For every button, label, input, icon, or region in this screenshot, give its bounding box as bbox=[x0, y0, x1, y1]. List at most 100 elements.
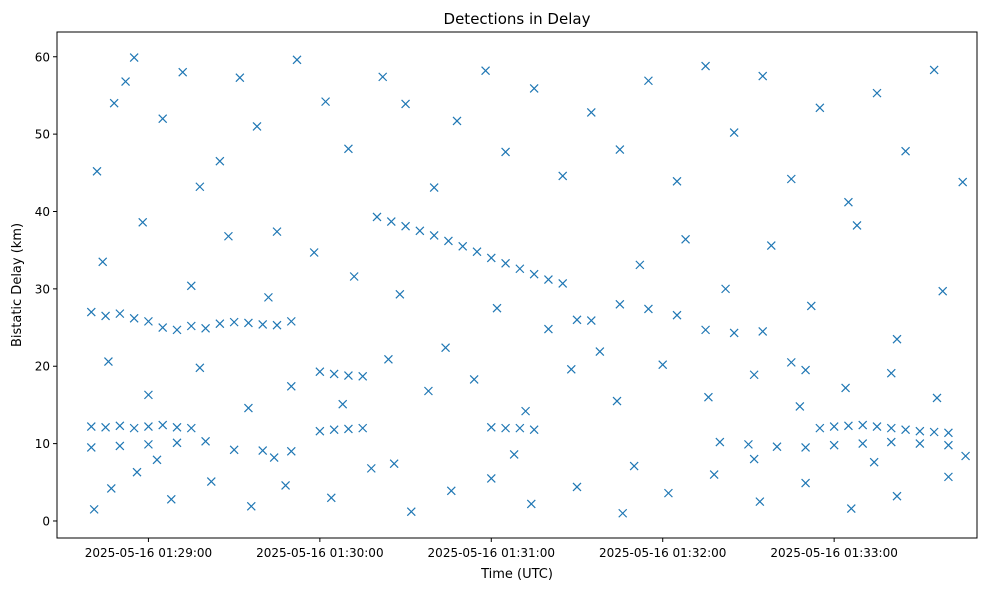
data-point bbox=[858, 439, 868, 449]
data-point bbox=[486, 422, 496, 432]
data-point bbox=[961, 451, 970, 461]
data-point bbox=[246, 501, 256, 511]
data-point bbox=[415, 226, 425, 236]
data-point bbox=[501, 258, 510, 268]
data-point bbox=[486, 253, 496, 263]
data-point bbox=[329, 369, 339, 379]
y-tick-label: 10 bbox=[35, 437, 50, 451]
data-point bbox=[129, 313, 139, 323]
data-point bbox=[558, 279, 568, 288]
data-point bbox=[358, 371, 368, 381]
data-point bbox=[195, 182, 205, 192]
data-point bbox=[472, 247, 482, 257]
data-point bbox=[886, 437, 896, 447]
data-point bbox=[272, 227, 282, 237]
data-point bbox=[501, 147, 510, 157]
data-point bbox=[481, 66, 490, 76]
data-point bbox=[229, 317, 239, 327]
data-point bbox=[286, 316, 296, 326]
data-point bbox=[521, 406, 530, 416]
data-point bbox=[801, 365, 810, 375]
data-point bbox=[829, 422, 839, 432]
data-point bbox=[672, 310, 682, 320]
data-point bbox=[258, 446, 268, 455]
data-point bbox=[215, 156, 225, 166]
data-point bbox=[444, 236, 453, 246]
y-axis-label: Bistatic Delay (km) bbox=[10, 223, 25, 347]
data-point bbox=[152, 455, 162, 465]
data-point bbox=[286, 446, 296, 456]
data-point bbox=[886, 423, 896, 433]
data-point bbox=[844, 197, 853, 207]
data-point bbox=[615, 299, 625, 309]
data-point bbox=[929, 65, 939, 75]
data-point bbox=[786, 174, 796, 184]
data-point bbox=[178, 67, 188, 77]
data-point bbox=[215, 319, 225, 329]
data-point bbox=[315, 426, 325, 436]
data-point bbox=[944, 472, 953, 482]
data-point bbox=[429, 183, 439, 192]
data-point bbox=[938, 286, 948, 296]
data-point bbox=[92, 166, 102, 176]
y-tick-label: 50 bbox=[35, 128, 50, 142]
data-point bbox=[258, 320, 268, 329]
data-point bbox=[841, 383, 850, 393]
data-point bbox=[772, 442, 782, 452]
data-point bbox=[595, 347, 605, 356]
data-point bbox=[101, 311, 110, 321]
y-tick-label: 60 bbox=[35, 50, 50, 64]
data-point bbox=[615, 145, 625, 155]
data-point bbox=[701, 325, 710, 335]
data-point bbox=[932, 393, 942, 403]
data-point bbox=[106, 484, 116, 493]
data-point bbox=[115, 309, 125, 319]
data-point bbox=[529, 425, 539, 435]
data-point bbox=[309, 248, 319, 257]
data-point bbox=[544, 275, 553, 285]
data-point bbox=[372, 212, 382, 222]
data-point bbox=[558, 171, 568, 181]
data-point bbox=[586, 108, 596, 117]
data-point bbox=[892, 334, 902, 344]
data-point bbox=[229, 445, 239, 455]
data-point bbox=[901, 425, 910, 435]
data-point bbox=[566, 364, 576, 374]
x-tick-label: 2025-05-16 01:33:00 bbox=[770, 546, 897, 560]
data-point bbox=[292, 55, 302, 65]
data-point bbox=[121, 77, 130, 86]
data-point bbox=[195, 363, 205, 373]
data-point bbox=[349, 272, 359, 281]
plot-area bbox=[86, 53, 970, 518]
x-tick-label: 2025-05-16 01:32:00 bbox=[599, 546, 726, 560]
data-point bbox=[586, 316, 596, 326]
data-point bbox=[132, 467, 142, 477]
data-point bbox=[721, 284, 730, 294]
data-point bbox=[844, 421, 853, 431]
data-point bbox=[158, 420, 168, 430]
data-point bbox=[749, 370, 759, 380]
x-tick-label: 2025-05-16 01:31:00 bbox=[428, 546, 555, 560]
y-axis: 0 10 20 30 40 50 60 bbox=[35, 50, 57, 528]
data-point bbox=[101, 422, 110, 432]
data-point bbox=[172, 325, 182, 335]
data-point bbox=[395, 289, 405, 299]
data-point bbox=[344, 424, 353, 434]
data-point bbox=[86, 422, 96, 432]
y-tick-label: 40 bbox=[35, 205, 50, 219]
data-point bbox=[681, 234, 690, 244]
data-point bbox=[109, 98, 119, 108]
data-point bbox=[526, 499, 536, 509]
data-point bbox=[401, 99, 410, 109]
data-point bbox=[384, 354, 393, 364]
data-point bbox=[429, 231, 439, 240]
chart-title: Detections in Delay bbox=[444, 10, 591, 28]
data-point bbox=[338, 399, 348, 409]
data-point bbox=[206, 477, 216, 486]
data-point bbox=[452, 116, 462, 126]
data-point bbox=[158, 114, 168, 124]
y-tick-label: 0 bbox=[42, 514, 50, 528]
data-point bbox=[144, 439, 153, 449]
